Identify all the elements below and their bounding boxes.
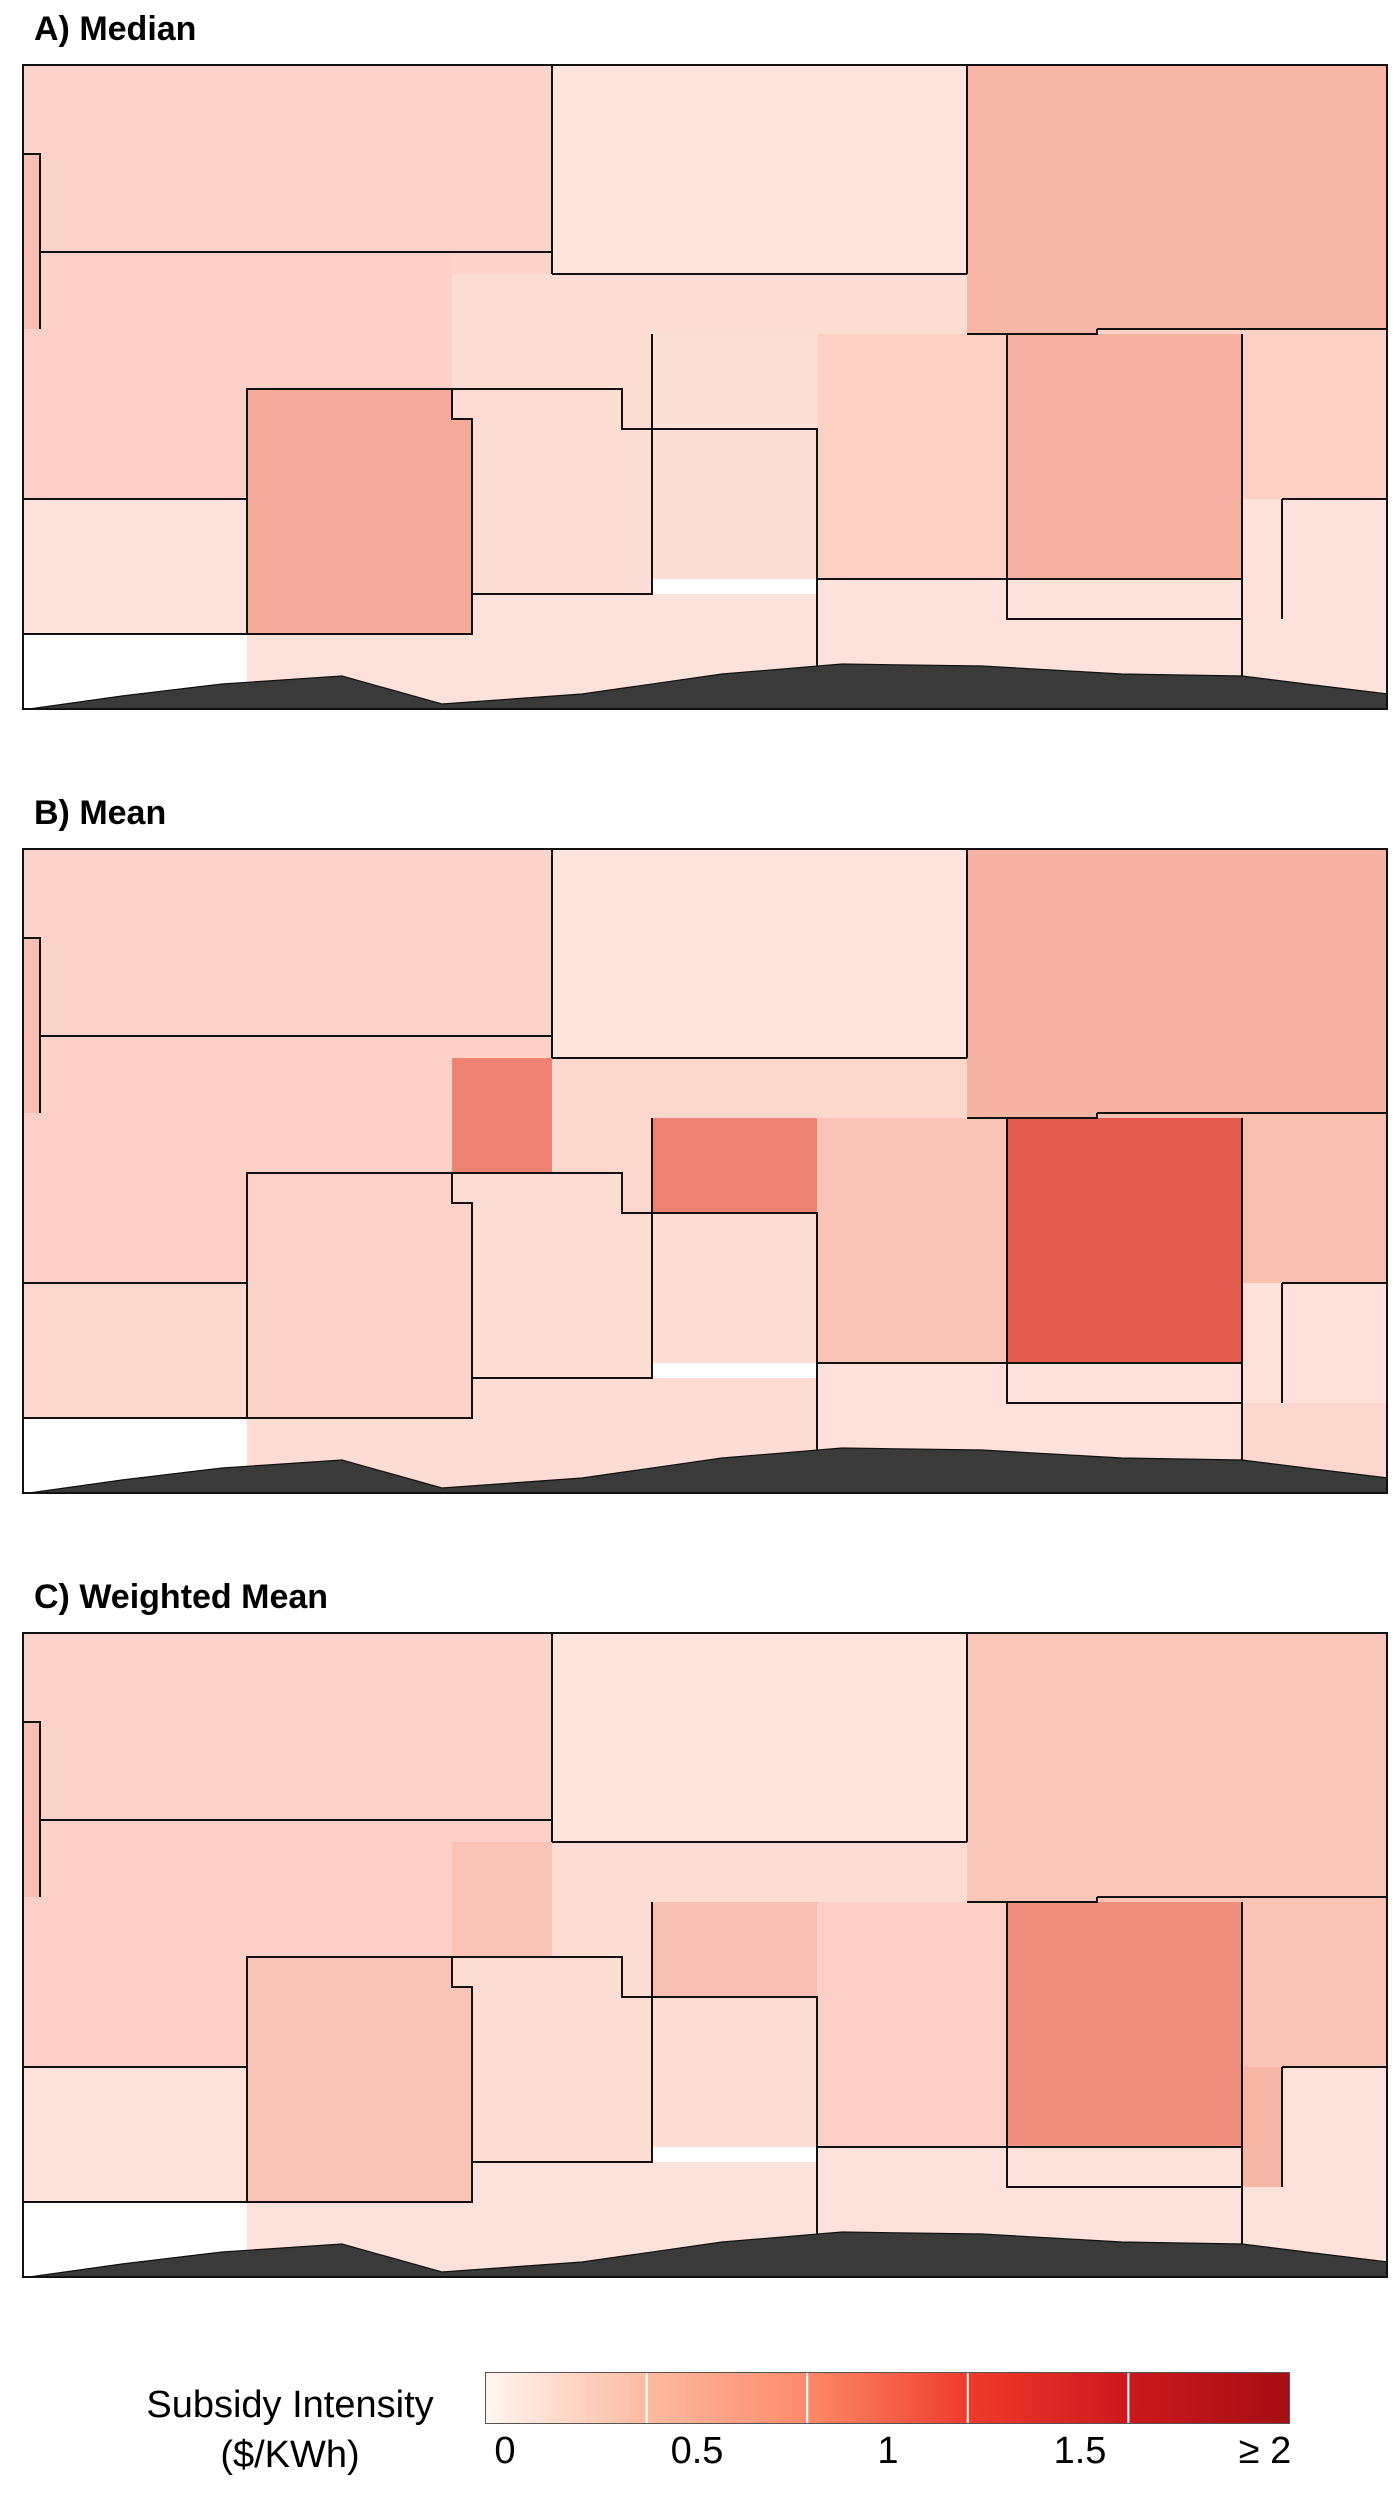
ocean-region-nw-pac bbox=[22, 252, 452, 499]
region-boundaries bbox=[22, 848, 1388, 1494]
legend-colorbar bbox=[485, 2372, 1290, 2424]
ocean-region-s-left bbox=[22, 1283, 247, 1418]
region-boundaries bbox=[22, 1632, 1388, 2278]
legend-tick-1: 1 bbox=[877, 2430, 899, 2472]
ocean-region-cw-atl bbox=[552, 274, 967, 429]
map-frame bbox=[22, 848, 1388, 1494]
map-frame bbox=[22, 1632, 1388, 2278]
ocean-region-se-pac bbox=[247, 1173, 472, 1418]
legend-gradient bbox=[486, 2373, 1289, 2423]
legend-title: Subsidy Intensity ($/KWh) bbox=[80, 2380, 500, 2480]
ocean-region-cw-atl bbox=[552, 1842, 967, 1997]
legend-tick-1-5: 1.5 bbox=[1053, 2430, 1107, 2472]
map-mean bbox=[22, 848, 1388, 1494]
ocean-region-np-right bbox=[967, 64, 1388, 334]
legend-tick-0-5: 0.5 bbox=[670, 2430, 724, 2472]
ocean-region-s-left bbox=[22, 2067, 247, 2202]
landmass-antarctica bbox=[22, 663, 1388, 710]
panel-title-weighted-mean: C) Weighted Mean bbox=[34, 1578, 329, 1616]
map-svg bbox=[22, 1632, 1388, 2278]
ocean-region-se-atl bbox=[622, 1997, 817, 2162]
ocean-region-se-atl bbox=[622, 1213, 817, 1378]
panel-title-median: A) Median bbox=[34, 10, 197, 48]
ocean-region-w-ind bbox=[817, 334, 1007, 579]
ocean-region-left-strip bbox=[22, 154, 40, 329]
ocean-region-caribbean bbox=[452, 1058, 552, 1173]
legend-tick-0: 0 bbox=[494, 2430, 516, 2472]
ocean-region-np-left bbox=[22, 848, 552, 1036]
ocean-region-np-left bbox=[22, 64, 552, 252]
ocean-region-arctic bbox=[552, 1632, 967, 1842]
ocean-region-se-pac bbox=[247, 1957, 472, 2202]
landmass-antarctica bbox=[22, 1447, 1388, 1494]
ocean-region-se-atl bbox=[622, 429, 817, 594]
ocean-region-e-ind bbox=[1007, 1118, 1242, 1403]
ocean-region-sw-atl bbox=[452, 389, 652, 594]
ocean-region-np-right bbox=[967, 848, 1388, 1118]
legend-title-line2: ($/KWh) bbox=[220, 2434, 360, 2476]
ocean-region-nw-pac bbox=[22, 1036, 452, 1283]
ocean-region-nw-pac bbox=[22, 1820, 452, 2067]
ocean-region-np-right bbox=[967, 1632, 1388, 1902]
legend-title-line1: Subsidy Intensity bbox=[146, 2384, 434, 2426]
ocean-region-left-strip bbox=[22, 938, 40, 1113]
ocean-region-se-pac bbox=[247, 389, 472, 634]
ocean-region-sw-atl bbox=[452, 1173, 652, 1378]
ocean-region-arctic bbox=[552, 848, 967, 1058]
ocean-region-caribbean bbox=[452, 1842, 552, 1957]
ocean-region-nz bbox=[1282, 499, 1388, 619]
ocean-region-s-left bbox=[22, 499, 247, 634]
ocean-region-arctic bbox=[552, 64, 967, 274]
ocean-region-cw-atl bbox=[552, 1058, 967, 1213]
panel-title-mean: B) Mean bbox=[34, 794, 167, 832]
ocean-region-w-ind bbox=[817, 1118, 1007, 1363]
ocean-region-np-left bbox=[22, 1632, 552, 1820]
map-svg bbox=[22, 848, 1388, 1494]
map-frame bbox=[22, 64, 1388, 710]
map-weighted-mean bbox=[22, 1632, 1388, 2278]
region-boundaries bbox=[22, 64, 1388, 710]
legend-tick-2: ≥ 2 bbox=[1238, 2430, 1292, 2472]
ocean-region-nz bbox=[1282, 1283, 1388, 1403]
ocean-region-sw-atl bbox=[452, 1957, 652, 2162]
ocean-region-left-strip bbox=[22, 1722, 40, 1897]
ocean-region-e-ind bbox=[1007, 1902, 1242, 2187]
landmass-antarctica bbox=[22, 2231, 1388, 2278]
map-svg bbox=[22, 64, 1388, 710]
ocean-region-caribbean bbox=[452, 274, 552, 389]
map-median bbox=[22, 64, 1388, 710]
ocean-region-nz bbox=[1282, 2067, 1388, 2187]
ocean-region-e-ind bbox=[1007, 334, 1242, 619]
ocean-region-w-ind bbox=[817, 1902, 1007, 2147]
